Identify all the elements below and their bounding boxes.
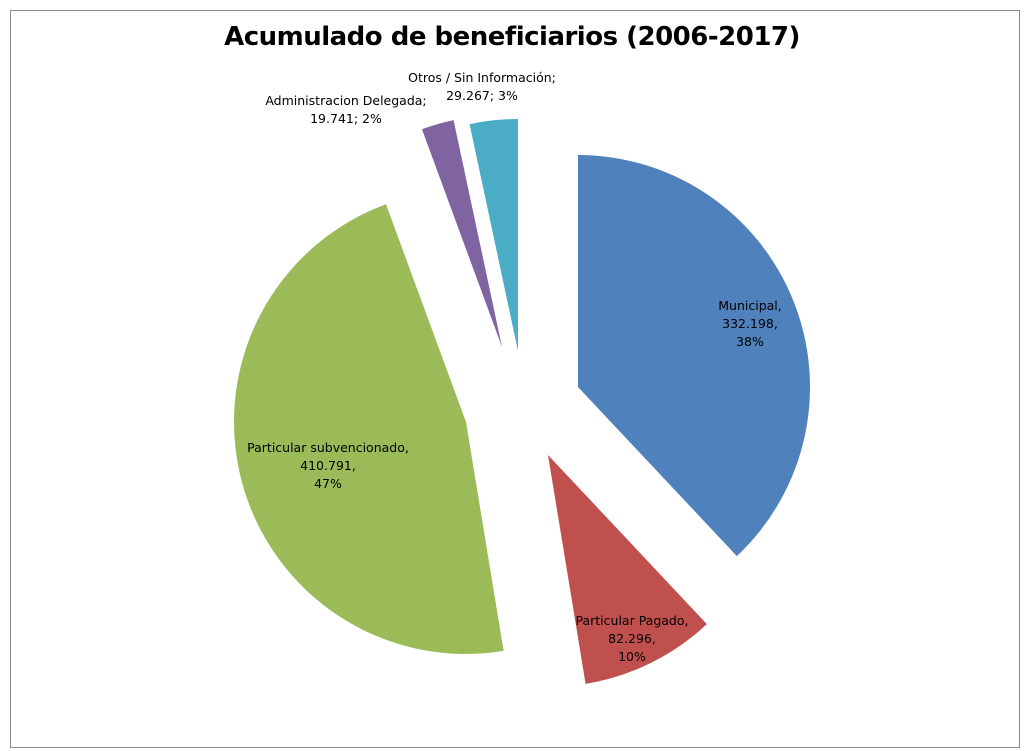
slice-label-3-line-0: Administracion Delegada; — [265, 93, 426, 108]
pie-slice-particular-subvencionado — [234, 204, 504, 654]
pie-slice-otros-sin-informaci-n — [469, 119, 518, 351]
slice-label-3-line-1: 19.741; 2% — [310, 111, 382, 126]
slice-label-1-line-0: Particular Pagado, — [576, 613, 689, 628]
slice-label-2-line-1: 410.791, — [300, 458, 356, 473]
slice-label-2-line-0: Particular subvencionado, — [247, 440, 409, 455]
slice-label-1-line-2: 10% — [618, 649, 646, 664]
slice-label-4-line-0: Otros / Sin Información; — [408, 70, 556, 85]
slice-label-0-line-1: 332.198, — [722, 316, 778, 331]
slice-label-0-line-0: Municipal, — [718, 298, 782, 313]
pie-slice-particular-pagado — [548, 455, 707, 684]
slice-label-1-line-1: 82.296, — [608, 631, 656, 646]
pie-slice-municipal — [578, 155, 810, 557]
chart-title: Acumulado de beneficiarios (2006-2017) — [224, 22, 800, 52]
slice-label-4-line-1: 29.267; 3% — [446, 88, 518, 103]
slice-label-2-line-2: 47% — [314, 476, 342, 491]
pie-slice-administracion-delegada — [421, 120, 502, 347]
slice-label-0-line-2: 38% — [736, 334, 764, 349]
